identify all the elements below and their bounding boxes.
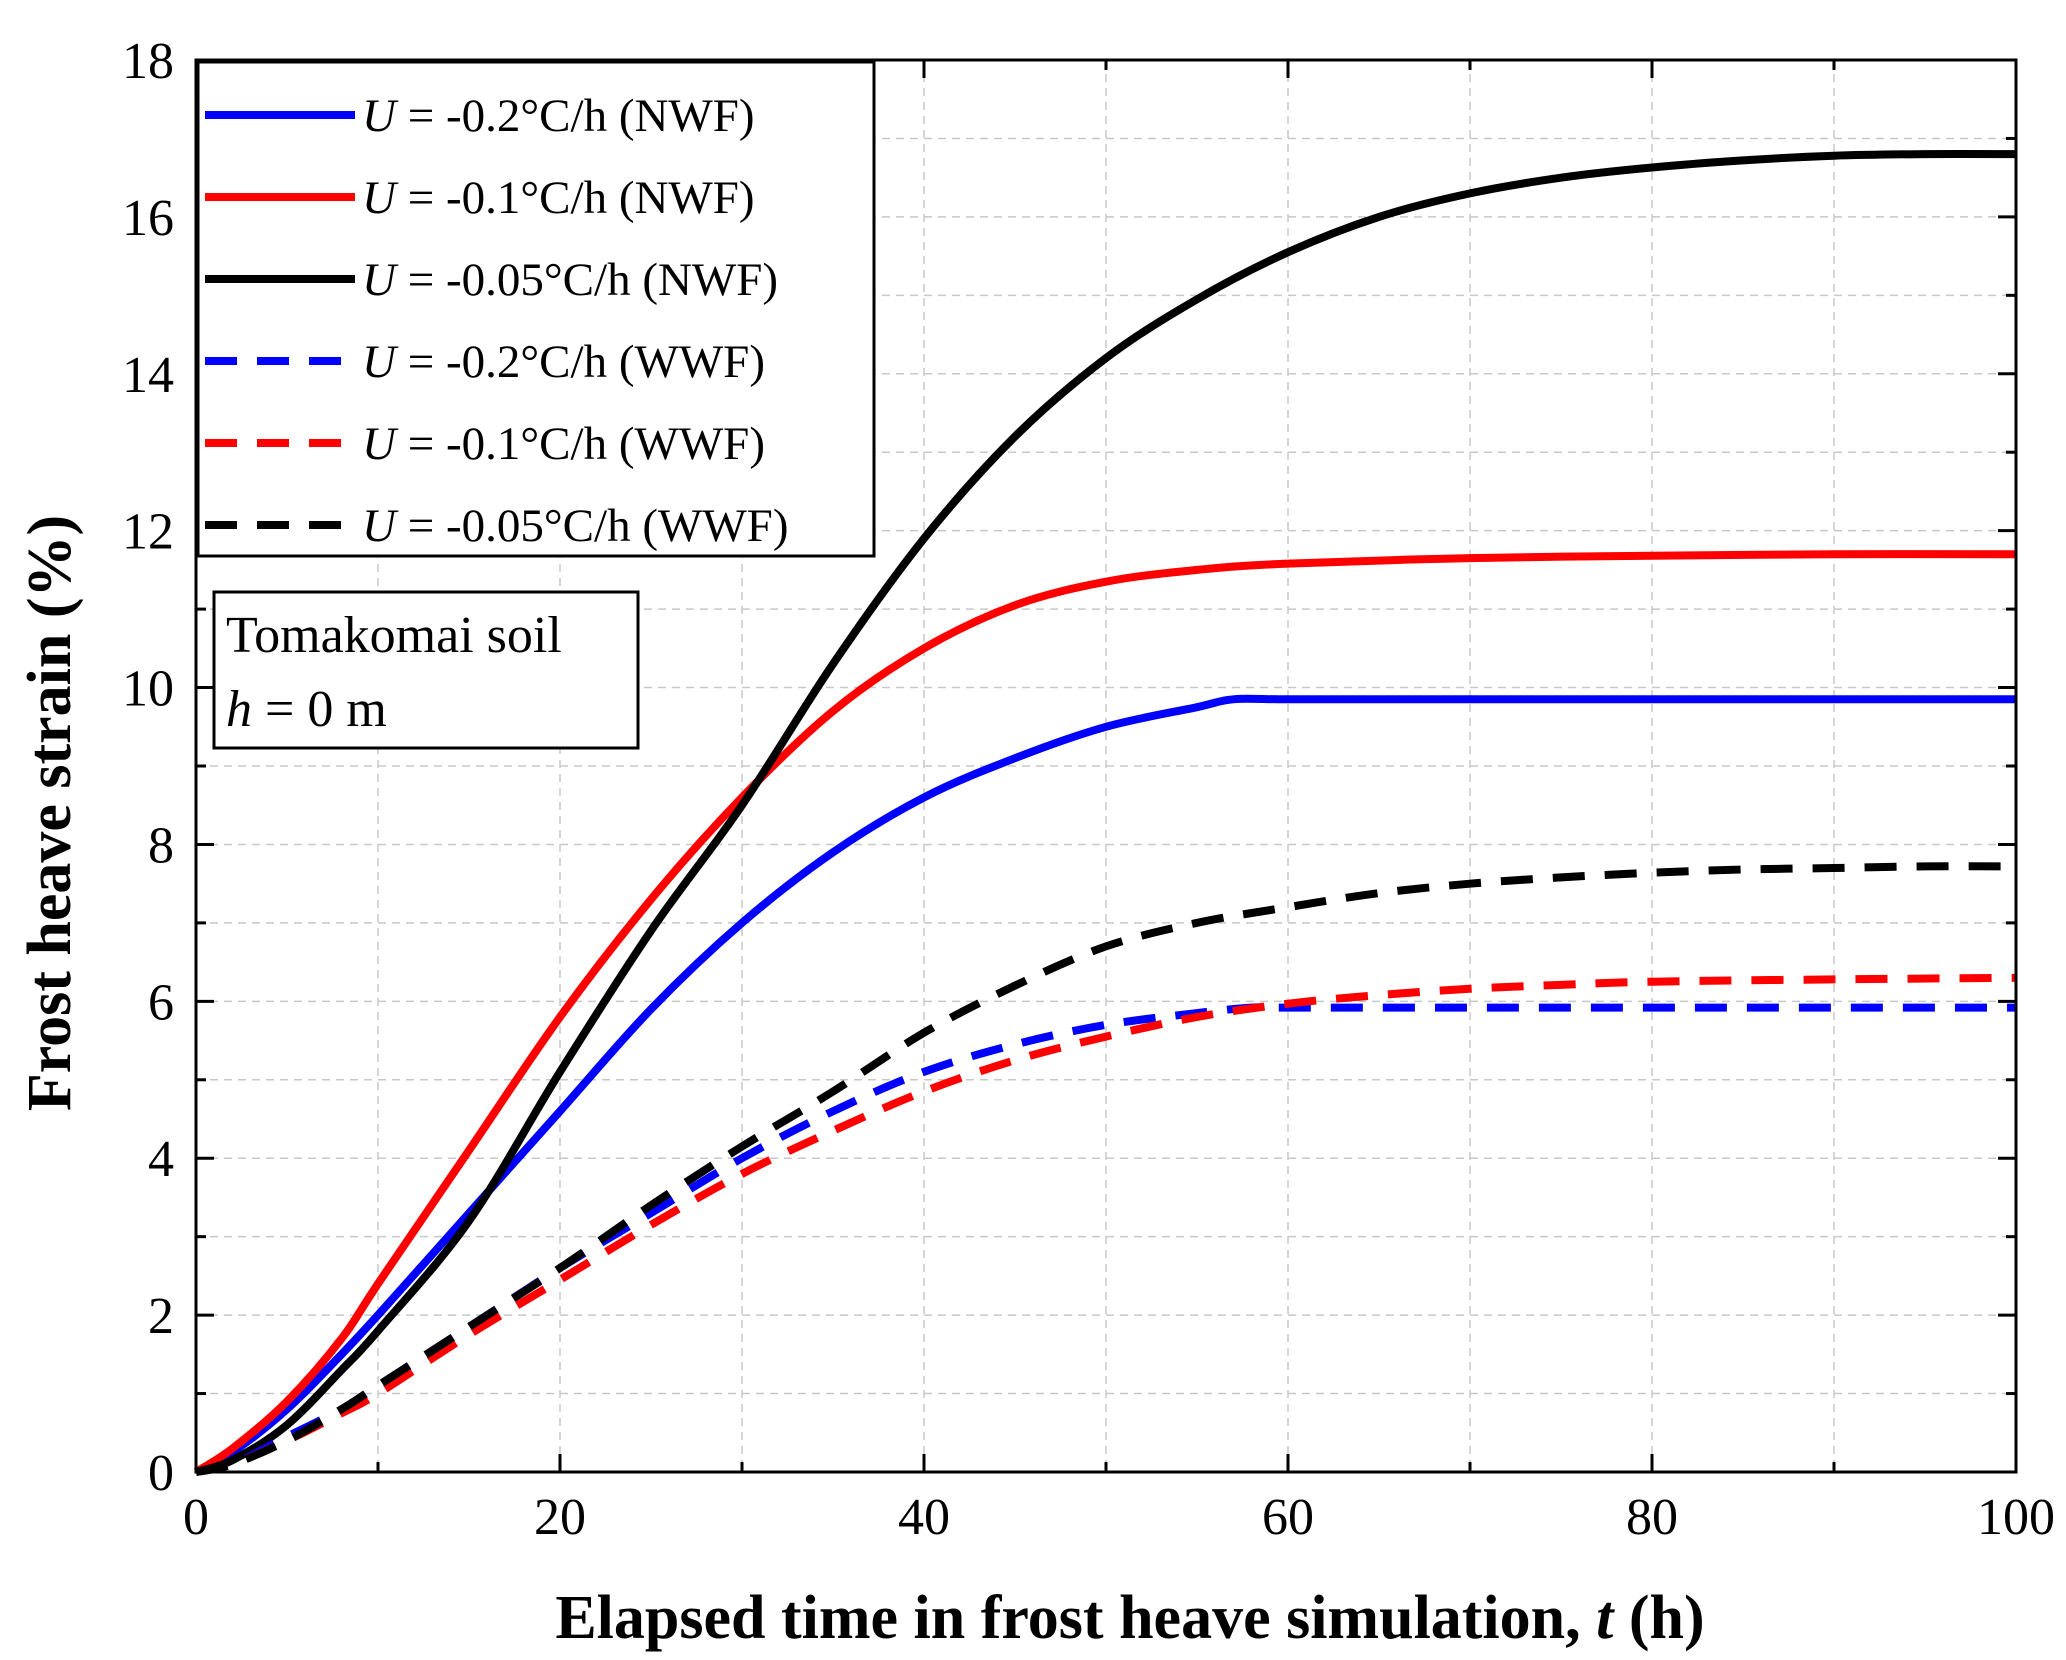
annotation-depth-var: h — [226, 681, 252, 738]
y-tick-label: 14 — [122, 347, 174, 404]
x-tick-label: 60 — [1262, 1489, 1314, 1546]
annotation-box — [212, 590, 640, 750]
annotation-depth-rest: = 0 m — [252, 681, 387, 738]
tick-labels: 0 20 40 60 80 100 0 2 4 6 8 10 12 14 16 18 — [122, 33, 2055, 1546]
y-tick-label: 8 — [148, 817, 174, 874]
annotation: Tomakomai soil h = 0 m — [212, 590, 640, 750]
series-line-1 — [194, 694, 2016, 1476]
y-tick-label: 4 — [148, 1131, 174, 1188]
legend-label-var: U — [362, 172, 399, 224]
grid — [196, 60, 2016, 1472]
y-tick-label: 0 — [148, 1445, 174, 1502]
annotation-soil: Tomakomai soil — [226, 607, 562, 664]
legend-label-4: U = -0.2°C/h (WWF) — [362, 336, 765, 388]
y-tick-label: 18 — [122, 33, 174, 90]
legend-label-var: U — [362, 254, 399, 306]
legend-label-3: U = -0.05°C/h (NWF) — [362, 254, 778, 306]
legend-label-6: U = -0.05°C/h (WWF) — [362, 500, 788, 552]
x-axis-title-main: Elapsed time in frost heave simulation, — [555, 1584, 1596, 1652]
legend-label-var: U — [362, 336, 399, 388]
y-tick-label: 12 — [122, 504, 174, 561]
y-tick-label: 6 — [148, 974, 174, 1031]
x-axis-title-var: t — [1596, 1584, 1615, 1652]
x-tick-label: 20 — [534, 1489, 586, 1546]
y-tick-label: 2 — [148, 1288, 174, 1345]
x-tick-label: 40 — [898, 1489, 950, 1546]
legend-label-rest: = -0.1°C/h (NWF) — [396, 172, 755, 224]
legend-label-rest: = -0.2°C/h (NWF) — [396, 90, 755, 142]
legend-box — [196, 60, 876, 558]
legend-label-1: U = -0.2°C/h (NWF) — [362, 90, 755, 142]
legend-label-rest: = -0.2°C/h (WWF) — [396, 336, 765, 388]
x-tick-label: 0 — [183, 1489, 209, 1546]
legend: U = -0.2°C/h (NWF)U = -0.1°C/h (NWF)U = … — [196, 60, 876, 558]
legend-label-rest: = -0.05°C/h (WWF) — [396, 500, 789, 552]
series-line-6 — [195, 862, 2017, 1476]
x-axis-title: Elapsed time in frost heave simulation, … — [555, 1584, 1704, 1652]
legend-label-var: U — [362, 90, 399, 142]
y-axis-title: Frost heave strain (%) — [16, 515, 84, 1111]
series-layer — [193, 150, 2017, 1476]
legend-label-var: U — [362, 500, 399, 552]
y-tick-label: 10 — [122, 661, 174, 718]
legend-label-5: U = -0.1°C/h (WWF) — [362, 418, 765, 470]
legend-label-rest: = -0.1°C/h (WWF) — [396, 418, 765, 470]
annotation-depth: h = 0 m — [226, 681, 387, 738]
legend-items: U = -0.2°C/h (NWF)U = -0.1°C/h (NWF)U = … — [205, 90, 788, 552]
series-line-3 — [194, 150, 2017, 1476]
y-tick-label: 16 — [122, 190, 174, 247]
x-tick-label: 100 — [1977, 1489, 2055, 1546]
legend-label-rest: = -0.05°C/h (NWF) — [396, 254, 778, 306]
series-line-2 — [193, 550, 2017, 1476]
legend-label-var: U — [362, 418, 399, 470]
x-tick-label: 80 — [1626, 1489, 1678, 1546]
legend-label-2: U = -0.1°C/h (NWF) — [362, 172, 755, 224]
series-line-4 — [195, 1003, 2016, 1476]
x-axis-title-unit: (h) — [1613, 1584, 1704, 1652]
